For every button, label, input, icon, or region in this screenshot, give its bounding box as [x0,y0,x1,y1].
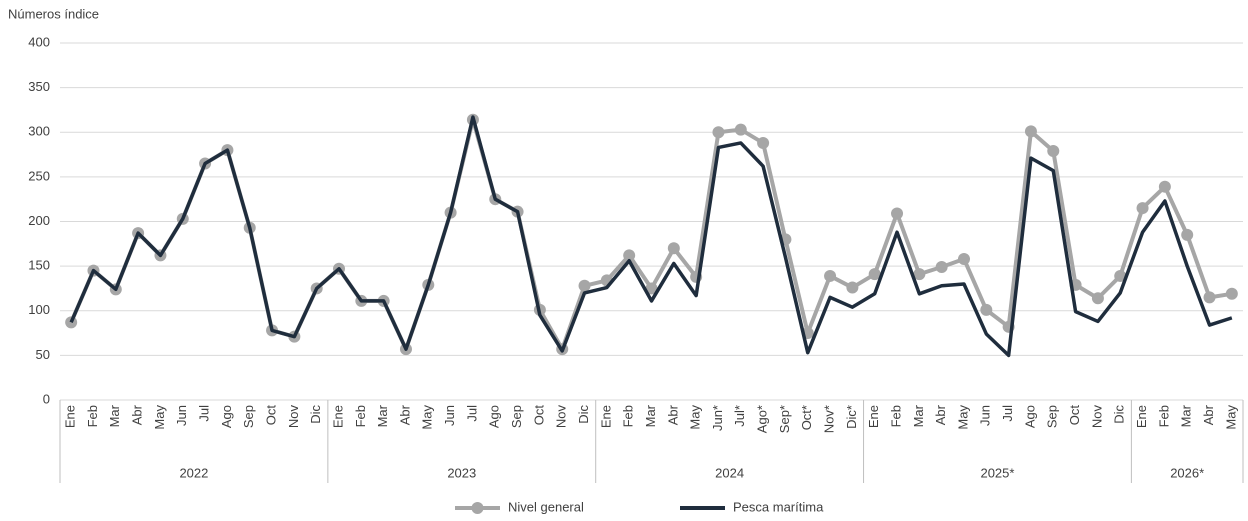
legend-label: Nivel general [508,499,584,514]
x-tick-label: Ene [866,405,881,428]
series-marker [1114,269,1127,282]
x-tick-label: Sep [509,405,524,428]
legend-marker [471,502,484,514]
x-tick-label: May [688,405,703,430]
series-marker [712,126,725,139]
x-tick-label: May [955,405,970,430]
x-group-label: 2024 [715,465,744,480]
x-tick-label: Ago [219,405,234,428]
x-tick-label: Nov* [822,405,837,433]
series-marker [868,268,881,281]
x-tick-label: Abr [933,404,948,425]
x-tick-label: Abr [665,404,680,425]
x-tick-label: Mar [1179,404,1194,427]
series-marker [846,281,859,294]
x-tick-label: Oct [531,405,546,426]
x-tick-label: Jul [1000,405,1015,422]
x-tick-label: Feb [1156,405,1171,427]
x-tick-label: Sep* [777,405,792,433]
x-tick-label: Feb [888,405,903,427]
x-tick-label: Sep [1045,405,1060,428]
x-group-label: 2025* [980,465,1014,480]
x-tick-label: Oct [263,405,278,426]
y-tick-label: 300 [28,124,50,139]
y-axis-label: Números índice [8,6,99,21]
x-tick-label: Jul* [732,405,747,427]
y-tick-label: 200 [28,213,50,228]
x-tick-label: May [1223,405,1238,430]
series-marker [1047,144,1060,157]
x-tick-label: Abr [1201,404,1216,425]
x-tick-label: Ene [330,405,345,428]
y-tick-label: 50 [36,347,50,362]
y-tick-label: 0 [43,391,50,406]
x-tick-label: Mar [107,404,122,427]
x-tick-label: Feb [353,405,368,427]
x-tick-label: Ago* [755,405,770,433]
x-tick-label: Jun [174,405,189,426]
series-marker [734,123,747,136]
x-tick-label: Sep [241,405,256,428]
x-tick-label: Oct [1067,405,1082,426]
x-tick-label: Dic [308,405,323,424]
series-marker [623,249,636,262]
x-tick-label: Mar [643,404,658,427]
series-marker [757,136,770,149]
y-tick-label: 100 [28,302,50,317]
x-tick-label: Jul [464,405,479,422]
x-tick-label: Dic* [844,405,859,429]
x-group-label: 2023 [447,465,476,480]
x-tick-label: May [420,405,435,430]
series-marker [1158,180,1171,193]
x-tick-label: Abr [397,404,412,425]
series-marker [667,242,680,255]
x-tick-label: Ago [487,405,502,428]
series-marker [1181,228,1194,241]
series-marker [1136,202,1149,215]
series-marker [1225,287,1238,300]
series-marker [1091,292,1104,305]
legend-label: Pesca marítima [733,499,824,514]
x-tick-label: Feb [85,405,100,427]
x-tick-label: Nov [554,405,569,429]
x-tick-label: Nov [1089,405,1104,429]
x-tick-label: Jul [197,405,212,422]
series-marker [891,207,904,220]
x-tick-label: Ene [1134,405,1149,428]
x-group-label: 2022 [179,465,208,480]
x-tick-label: Mar [375,404,390,427]
x-tick-label: Dic [576,405,591,424]
series-marker [1024,125,1037,138]
x-tick-label: Jun* [710,405,725,431]
x-tick-label: Feb [621,405,636,427]
x-group-label: 2026* [1170,465,1204,480]
series-marker [935,261,948,274]
x-tick-label: Ene [63,405,78,428]
x-tick-label: Abr [130,404,145,425]
x-tick-label: Jun [442,405,457,426]
x-tick-label: Nov [286,405,301,429]
series-marker [957,252,970,265]
x-tick-label: Oct* [799,405,814,430]
y-tick-label: 150 [28,258,50,273]
x-tick-label: Dic [1112,405,1127,424]
y-tick-label: 400 [28,34,50,49]
x-tick-label: Mar [911,404,926,427]
y-tick-label: 250 [28,168,50,183]
series-marker [824,269,837,282]
series-marker [578,279,591,292]
y-tick-label: 350 [28,79,50,94]
series-line [69,115,1233,358]
series-marker [913,268,926,281]
x-tick-label: May [152,405,167,430]
x-tick-label: Ago [1022,405,1037,428]
x-tick-label: Ene [598,405,613,428]
series-marker [645,282,658,295]
x-tick-label: Jun [978,405,993,426]
series-marker [980,303,993,316]
series-marker [1203,291,1216,304]
